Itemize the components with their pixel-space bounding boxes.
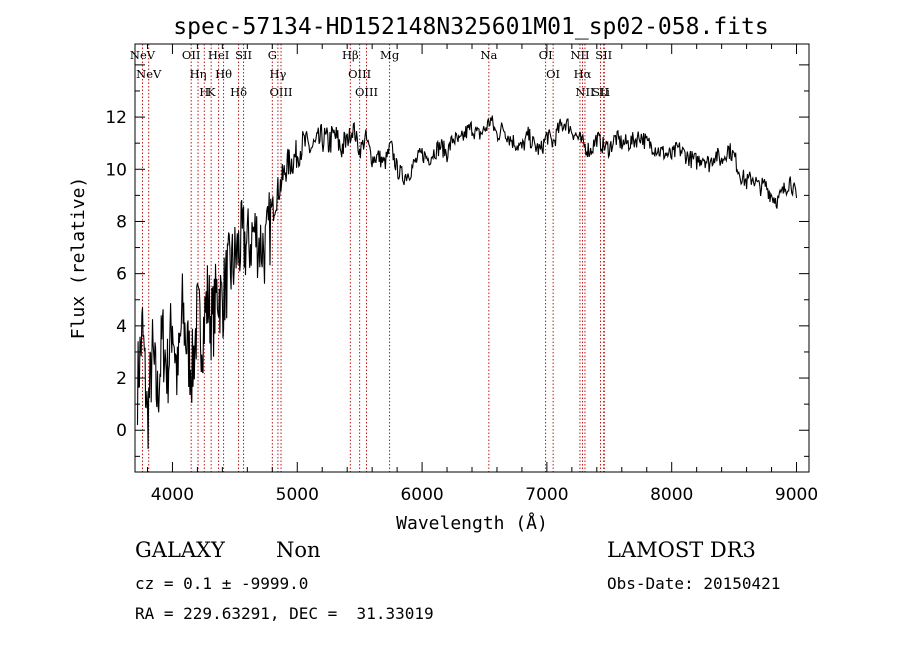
- spectral-line-label: Hα: [574, 67, 592, 81]
- spectrum-series-line: [136, 115, 798, 449]
- observation-date: Obs-Date: 20150421: [607, 574, 781, 593]
- spectral-line-label: Hβ: [342, 48, 359, 62]
- spectral-line-label: Hδ: [230, 85, 247, 99]
- spectral-line-label: Hθ: [215, 67, 232, 81]
- spectral-line-label: OIII: [355, 85, 378, 99]
- y-tick-label: 4: [116, 317, 127, 337]
- y-tick-label: 0: [116, 421, 127, 441]
- x-tick-label: 8000: [650, 485, 693, 505]
- x-tick-label: 4000: [151, 485, 194, 505]
- x-tick-label: 6000: [400, 485, 443, 505]
- spectral-line-label: Hη: [190, 67, 207, 81]
- y-tick-label: 10: [105, 160, 127, 180]
- spectral-line-label: NII: [570, 48, 589, 62]
- y-tick-label: 8: [116, 212, 127, 232]
- spectral-line-label: Na: [480, 48, 497, 62]
- x-axis-label: Wavelength (Å): [396, 512, 548, 534]
- y-axis-ticks: 0 2 4 6 8 10 12: [105, 64, 809, 457]
- spectral-line-label: SII: [592, 85, 609, 99]
- spectral-line-label: NeV: [130, 48, 156, 62]
- x-tick-label: 5000: [276, 485, 319, 505]
- spectral-line-label: NII: [575, 85, 594, 99]
- x-tick-label: 7000: [525, 485, 568, 505]
- spectral-line-label: SII: [235, 48, 252, 62]
- spectral-line-markers: [142, 44, 605, 472]
- spectral-line-label: Hγ: [269, 67, 286, 81]
- spectral-line-label: OIII: [348, 67, 371, 81]
- coordinates: RA = 229.63291, DEC = 31.33019: [135, 604, 434, 623]
- spectral-line-label: OI: [546, 67, 560, 81]
- spectral-line-label: H: [199, 85, 209, 99]
- spectral-line-label: G: [268, 48, 277, 62]
- redshift-value: cz = 0.1 ± -9999.0: [135, 574, 309, 593]
- x-axis-ticks: 4000 5000 6000 7000 8000 9000: [146, 44, 818, 505]
- y-tick-label: 2: [116, 369, 127, 389]
- spectral-line-label: SII: [595, 48, 612, 62]
- chart-title: spec-57134-HD152148N325601M01_sp02-058.f…: [173, 14, 768, 40]
- spectral-line-label: OI: [539, 48, 553, 62]
- y-tick-label: 6: [116, 265, 127, 285]
- spectral-line-label: HeI: [208, 48, 229, 62]
- spectral-line-label: OII: [182, 48, 201, 62]
- survey-name: LAMOST DR3: [607, 538, 756, 562]
- spectral-line-label: K: [207, 85, 216, 99]
- spectral-line-label: Li: [599, 85, 611, 99]
- spectral-line-label: NeV: [136, 67, 162, 81]
- y-axis-label: Flux (relative): [68, 177, 89, 340]
- spectral-line-labels: NeV NeV OII Hη HK HeI Hθ Hδ SII G Hγ OIII Hβ OIII OIII…: [130, 48, 612, 99]
- object-class: GALAXY: [135, 538, 225, 562]
- y-tick-label: 12: [105, 108, 127, 128]
- spectral-line-label: Mg: [380, 48, 400, 62]
- object-subclass: Non: [276, 538, 321, 562]
- x-tick-label: 9000: [775, 485, 818, 505]
- spectral-line-label: OIII: [270, 85, 293, 99]
